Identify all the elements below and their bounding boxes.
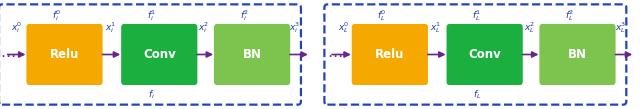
Text: $f_L^0$: $f_L^0$ [378,8,387,23]
Text: BN: BN [243,48,262,61]
FancyBboxPatch shape [540,24,616,85]
FancyBboxPatch shape [352,24,428,85]
Text: $x_i^3$: $x_i^3$ [289,20,301,35]
Text: $f_L^1$: $f_L^1$ [472,8,481,23]
Text: $f_i^0$: $f_i^0$ [52,8,61,23]
Text: $\cdots$: $\cdots$ [0,47,15,62]
Text: $f_L$: $f_L$ [473,89,481,101]
Text: $f_i$: $f_i$ [148,89,155,101]
Text: Conv: Conv [468,48,501,61]
Text: $x_i^0$: $x_i^0$ [12,20,23,35]
Text: Relu: Relu [50,48,79,61]
Text: $x_L^2$: $x_L^2$ [524,20,535,35]
Text: $x_L^1$: $x_L^1$ [430,20,442,35]
Text: Relu: Relu [375,48,404,61]
Text: $x_L^0$: $x_L^0$ [338,20,349,35]
Text: Conv: Conv [143,48,175,61]
Text: $\cdots$: $\cdots$ [328,47,343,62]
Text: BN: BN [568,48,587,61]
FancyBboxPatch shape [214,24,290,85]
Text: $f_L^2$: $f_L^2$ [565,8,574,23]
FancyBboxPatch shape [447,24,523,85]
FancyBboxPatch shape [121,24,197,85]
Text: $x_i^2$: $x_i^2$ [198,20,209,35]
Text: $x_i^1$: $x_i^1$ [105,20,116,35]
Text: $x_L^3$: $x_L^3$ [615,20,626,35]
FancyBboxPatch shape [26,24,102,85]
Text: $f_i^2$: $f_i^2$ [239,8,249,23]
Text: $f_i^1$: $f_i^1$ [147,8,156,23]
